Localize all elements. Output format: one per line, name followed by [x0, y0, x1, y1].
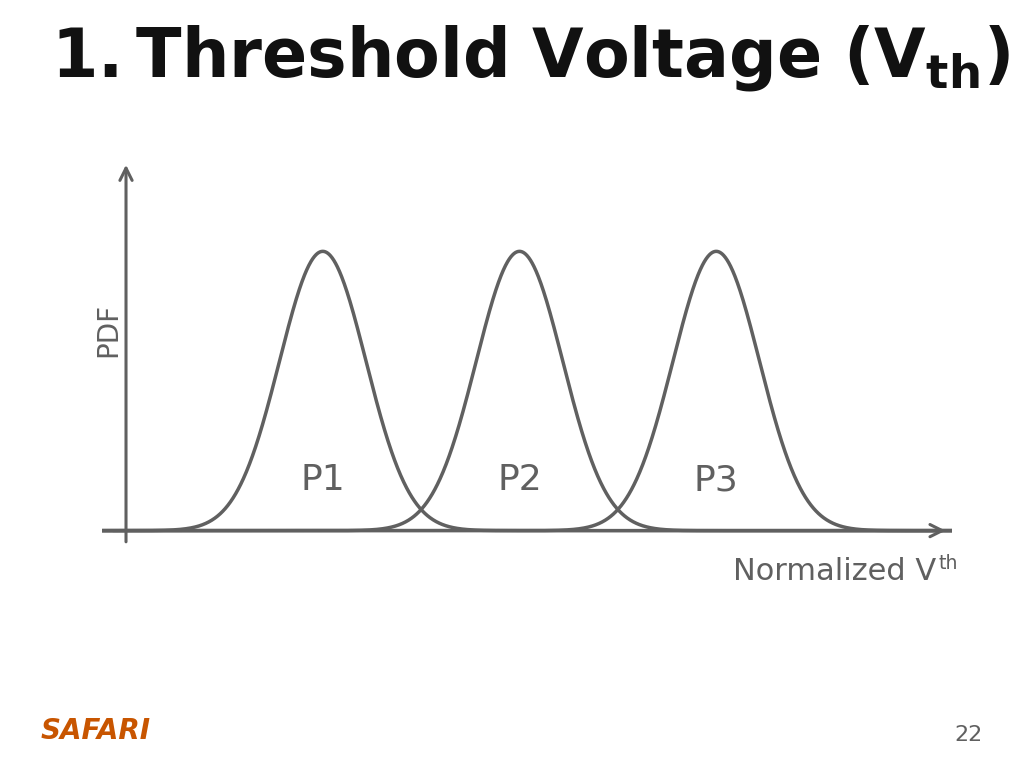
Text: P2: P2 — [497, 463, 542, 498]
Text: $\mathbf{1. Threshold\ Voltage\ (V_{th})\ Distribution}$: $\mathbf{1. Threshold\ Voltage\ (V_{th})… — [51, 23, 1024, 93]
Text: 22: 22 — [954, 725, 983, 745]
Text: P3: P3 — [694, 463, 738, 498]
Text: PDF: PDF — [94, 303, 123, 356]
Text: P1: P1 — [300, 463, 345, 498]
Text: Normalized V: Normalized V — [733, 557, 937, 586]
Text: SAFARI: SAFARI — [41, 717, 152, 745]
Text: th: th — [938, 554, 957, 573]
